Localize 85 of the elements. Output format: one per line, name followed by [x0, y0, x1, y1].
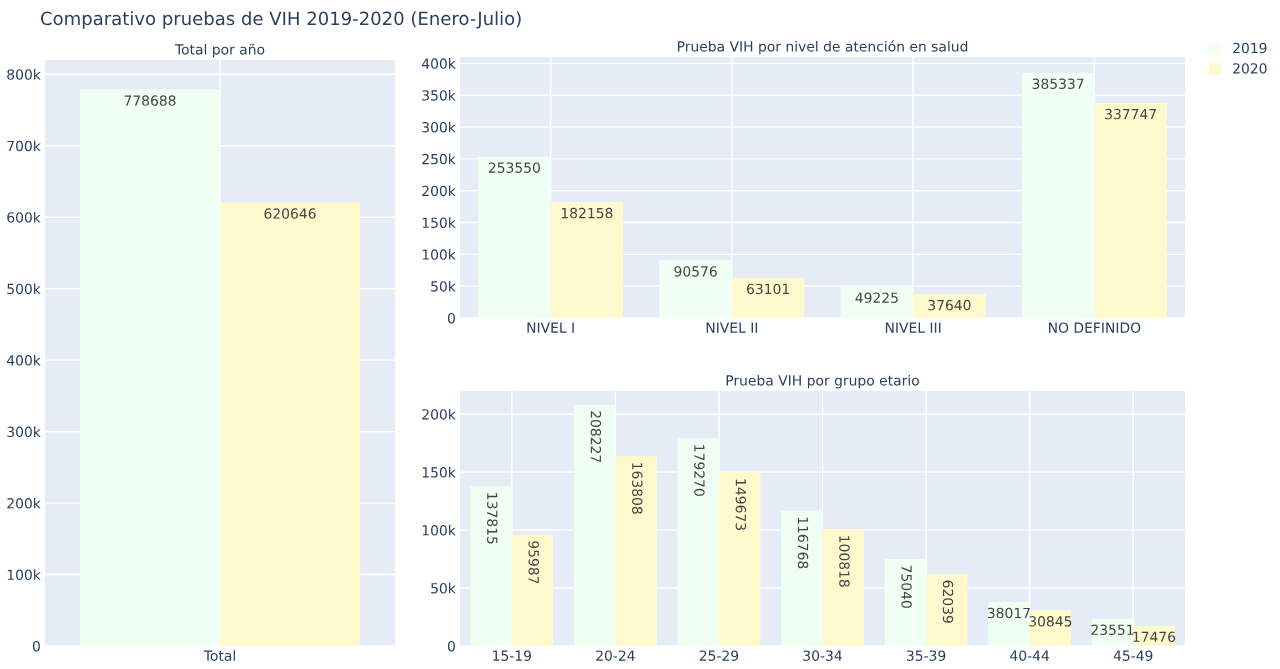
data-label: 179270 — [694, 445, 705, 496]
data-label: 208227 — [590, 411, 602, 463]
bar — [913, 294, 986, 318]
x-tick-label: 40-44 — [1010, 650, 1050, 661]
y-tick-label: 600k — [7, 211, 41, 223]
y-tick-label: 200k — [7, 497, 41, 509]
x-tick-label: Total — [203, 650, 235, 661]
x-tick-label: NIVEL I — [527, 322, 574, 333]
bar — [615, 456, 657, 646]
y-tick-label: 400k — [421, 58, 456, 69]
bar — [677, 438, 719, 646]
bar — [718, 472, 761, 646]
x-tick-label: 45-49 — [1113, 650, 1153, 661]
data-label: 337747 — [1105, 108, 1156, 120]
y-tick-label: 0 — [32, 640, 40, 652]
y-tick-label: 150k — [422, 466, 456, 478]
bar — [926, 574, 968, 646]
data-label: 23551 — [1091, 624, 1134, 636]
bar — [731, 277, 805, 318]
y-tick-label: 0 — [447, 640, 455, 652]
bar — [470, 486, 512, 646]
bar — [1029, 610, 1072, 646]
x-tick-label: 30-34 — [803, 650, 842, 661]
y-tick-label: 250k — [422, 153, 456, 165]
bar — [822, 529, 864, 646]
data-label: 163808 — [632, 463, 643, 514]
data-label: 62039 — [942, 580, 954, 623]
y-tick-label: 50k — [431, 582, 456, 594]
y-tick-label: 300k — [422, 121, 456, 133]
chart-subtitle: Prueba VIH por nivel de atención en salud — [677, 40, 968, 55]
data-label: 385337 — [1032, 78, 1084, 90]
data-label: 17476 — [1133, 631, 1176, 643]
bar — [659, 260, 732, 318]
data-label: 182158 — [561, 207, 613, 219]
y-tick-label: 800k — [7, 69, 41, 80]
y-tick-label: 200k — [422, 185, 456, 197]
y-tick-label: 150k — [422, 217, 456, 228]
bar — [1021, 72, 1095, 318]
y-tick-label: 200k — [422, 408, 456, 420]
data-label: 49225 — [855, 292, 898, 303]
data-label: 778688 — [124, 95, 176, 106]
legend-label: 2019 — [1233, 42, 1267, 54]
y-tick-label: 100k — [422, 524, 456, 536]
x-tick-label: 15-19 — [493, 650, 531, 661]
x-tick-label: 35-39 — [906, 650, 946, 661]
y-tick-label: 500k — [7, 283, 41, 295]
bar — [884, 559, 927, 646]
y-tick-label: 100k — [422, 249, 456, 260]
data-label: 253550 — [488, 162, 540, 173]
data-label: 37640 — [928, 299, 971, 311]
bar — [573, 404, 616, 646]
x-tick-label: 20-24 — [596, 650, 635, 661]
y-tick-label: 50k — [431, 280, 456, 292]
data-label: 75040 — [901, 565, 912, 608]
bar — [1094, 103, 1167, 318]
chart-subtitle: Total por año — [174, 43, 265, 58]
x-tick-label: NIVEL III — [885, 322, 941, 333]
bar — [511, 534, 554, 646]
data-label: 137815 — [487, 493, 498, 544]
bar — [988, 601, 1030, 646]
bar — [478, 156, 551, 318]
data-label: 100818 — [839, 536, 850, 587]
y-tick-label: 700k — [7, 140, 41, 152]
data-label: 95987 — [528, 541, 539, 584]
y-tick-label: 400k — [6, 354, 41, 366]
y-tick-label: 0 — [447, 312, 455, 324]
x-tick-label: 25-29 — [699, 650, 739, 661]
data-label: 90576 — [674, 266, 717, 277]
data-label: 620646 — [264, 208, 316, 219]
legend-label: 2020 — [1233, 63, 1267, 74]
data-label: 30845 — [1029, 616, 1072, 627]
data-label: 116768 — [797, 517, 809, 569]
bar — [550, 202, 624, 318]
y-tick-label: 100k — [7, 569, 41, 581]
chart-subtitle: Prueba VIH por grupo etario — [726, 374, 919, 389]
data-label: 38017 — [987, 607, 1030, 619]
chart-title: Comparativo pruebas de VIH 2019-2020 (Enero-Julio) — [41, 11, 521, 29]
x-tick-label: NO DEFINIDO — [1049, 322, 1141, 333]
data-label: 149673 — [735, 479, 747, 530]
y-tick-label: 300k — [7, 426, 41, 438]
y-tick-label: 350k — [422, 89, 456, 101]
x-tick-label: NIVEL II — [706, 322, 758, 333]
bar — [781, 510, 823, 646]
data-label: 63101 — [747, 283, 789, 295]
bar — [840, 286, 914, 318]
